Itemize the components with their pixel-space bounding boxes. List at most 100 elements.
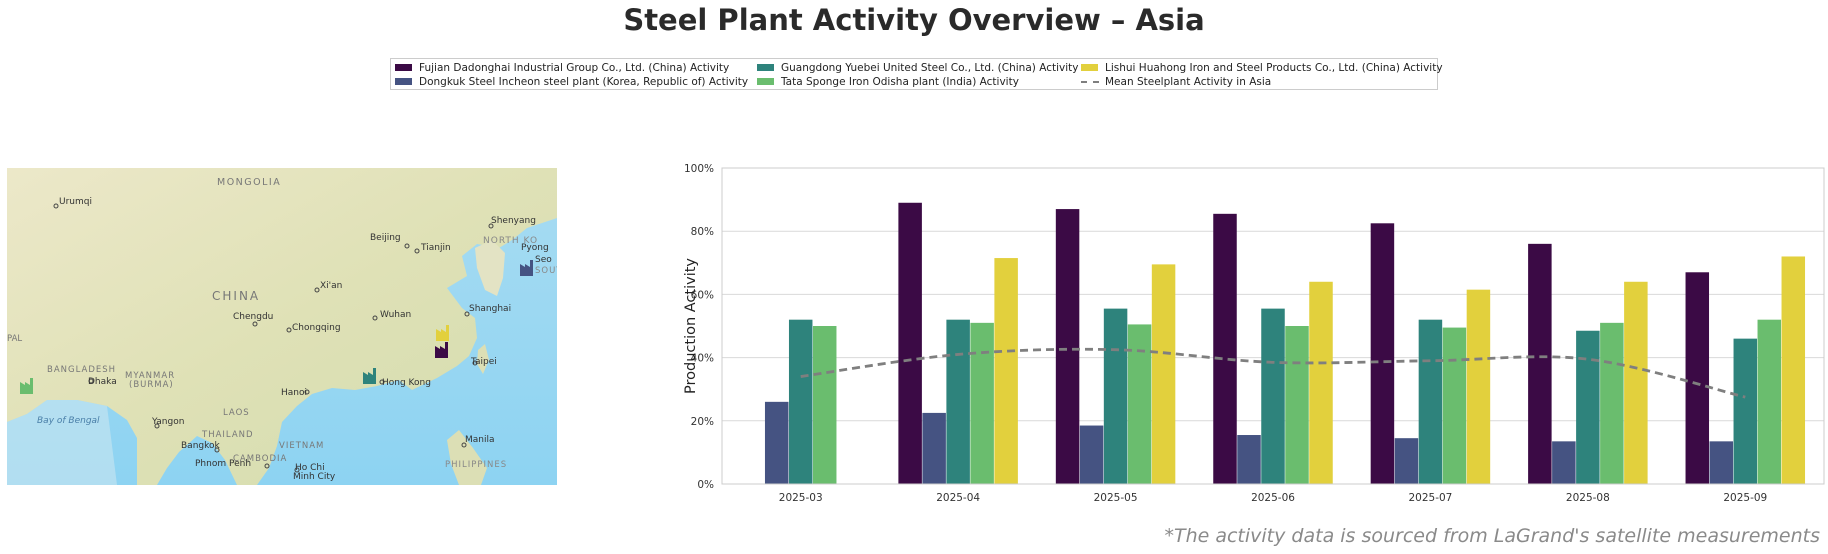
legend-label-fujian: Fujian Dadonghai Industrial Group Co., L… (419, 62, 730, 74)
map-label-north-korea: NORTH KO (483, 236, 538, 246)
bar (1079, 425, 1104, 484)
bar (898, 202, 922, 484)
city-dot-hong-kong (379, 379, 385, 385)
x-tick-label: 2025-06 (1251, 492, 1295, 504)
bar (1370, 223, 1395, 485)
bar (994, 258, 1018, 484)
bar (764, 401, 789, 484)
bar (1709, 441, 1734, 484)
map-bay (7, 400, 117, 485)
legend-swatch-lishui (1081, 64, 1098, 71)
city-dot-manila (461, 442, 467, 448)
city-dot-phnom-penh (264, 463, 270, 469)
city-dot-chongqing (286, 327, 292, 333)
map-label-dhaka: Dhaka (88, 377, 117, 387)
map-label-philippines: PHILIPPINES (445, 460, 507, 470)
factory-icon[interactable] (435, 342, 448, 358)
y-tick-label: 20% (691, 416, 714, 428)
map-label-manila: Manila (465, 435, 495, 445)
map-label-shenyang: Shenyang (491, 216, 536, 226)
city-dot-shanghai (464, 311, 470, 317)
bar (788, 319, 813, 484)
bar (1418, 319, 1443, 484)
bar (1151, 264, 1176, 484)
bar (1261, 308, 1285, 484)
map-label-bangladesh: BANGLADESH (47, 365, 116, 375)
legend-dash-mean (1081, 81, 1099, 83)
map-label-shanghai: Shanghai (469, 304, 511, 314)
map-label-china: CHINA (212, 289, 260, 303)
bars-layer (764, 202, 1806, 485)
factory-icon[interactable] (363, 368, 376, 384)
y-tick-label: 80% (691, 226, 714, 238)
x-tick-label: 2025-05 (1094, 492, 1138, 504)
factory-icon-shape-guangdong (363, 368, 376, 384)
plot-frame (721, 167, 1825, 485)
x-tick-label: 2025-08 (1566, 492, 1610, 504)
bar (1127, 324, 1152, 484)
map-land (7, 168, 557, 485)
city-dot-taipei (472, 360, 478, 366)
bar (1103, 308, 1128, 484)
map-label-xian: Xi'an (320, 281, 342, 291)
axis-layer: 0% 20% 40% 60% 80% 100% 2025-03 2025-04 2025-05 2… (684, 163, 1825, 504)
city-dot-chengdu (252, 321, 258, 327)
map-label-tianjin: Tianjin (420, 243, 451, 253)
legend-label-lishui: Lishui Huahong Iron and Steel Products C… (1105, 62, 1443, 74)
factory-icon-shape-tata (20, 378, 33, 394)
page-title: Steel Plant Activity Overview – Asia (623, 3, 1205, 37)
chart-legend: Fujian Dadonghai Industrial Group Co., L… (390, 58, 1443, 90)
map-label-thailand: THAILAND (201, 430, 254, 440)
bar (1285, 326, 1309, 484)
map-label-hong-kong: Hong Kong (382, 378, 431, 388)
bar (1624, 281, 1648, 484)
bar (946, 319, 970, 484)
x-tick-label: 2025-07 (1408, 492, 1452, 504)
map-label-chengdu: Chengdu (233, 312, 273, 322)
factory-icon[interactable] (436, 325, 449, 341)
bar (1600, 322, 1624, 484)
bar (1552, 441, 1576, 484)
bar (922, 412, 946, 484)
map-label-vietnam: VIETNAM (279, 441, 324, 451)
city-dot-tianjin (414, 248, 420, 254)
asia-map: MONGOLIA Urumqi Beijing Tianjin Shenyang… (7, 168, 557, 485)
factory-icon[interactable] (520, 260, 533, 276)
map-label-pal: PAL (7, 334, 22, 344)
bar (1528, 243, 1552, 484)
y-tick-label: 100% (684, 163, 714, 175)
bar-chart: 0% 20% 40% 60% 80% 100% 2025-03 2025-04 2025-05 2… (683, 163, 1825, 504)
map-label-beijing: Beijing (370, 233, 401, 243)
factory-icon-shape-lishui (436, 325, 449, 341)
map-label-myanmar: MYANMAR (125, 371, 175, 381)
x-tick-label: 2025-03 (779, 492, 823, 504)
map-label-ho-chi: Ho Chi (295, 463, 325, 473)
factory-icon[interactable] (20, 378, 33, 394)
bar (1466, 289, 1491, 484)
plant-markers (20, 260, 533, 394)
legend-swatch-guangdong (757, 64, 774, 71)
bar (1237, 435, 1261, 484)
mean-line-layer (800, 347, 1746, 399)
bar (1685, 272, 1710, 484)
map-label-minh-city: Minh City (293, 472, 336, 482)
city-dot-bangkok (214, 447, 220, 453)
map-label-phnom-penh: Phnom Penh (195, 459, 251, 469)
legend-label-mean: Mean Steelplant Activity in Asia (1105, 76, 1272, 88)
map-label-mongolia: MONGOLIA (217, 177, 281, 188)
map-label-cambodia: CAMBODIA (233, 454, 287, 464)
source-note: *The activity data is sourced from LaGra… (1164, 525, 1820, 547)
map-korea (475, 240, 505, 296)
bar (1394, 438, 1419, 484)
x-tick-label: 2025-09 (1723, 492, 1767, 504)
map-label-yangon: Yangon (151, 417, 184, 427)
bar (1576, 330, 1600, 484)
factory-icon-shape-fujian (435, 342, 448, 358)
map-label-urumqi: Urumqi (59, 197, 92, 207)
mean-line (800, 347, 1746, 399)
map-label-chongqing: Chongqing (292, 323, 341, 333)
y-tick-label: 0% (697, 479, 714, 491)
y-tick-label: 60% (691, 289, 714, 301)
bar (1213, 213, 1237, 484)
legend-label-guangdong: Guangdong Yuebei United Steel Co., Ltd. … (781, 62, 1079, 74)
